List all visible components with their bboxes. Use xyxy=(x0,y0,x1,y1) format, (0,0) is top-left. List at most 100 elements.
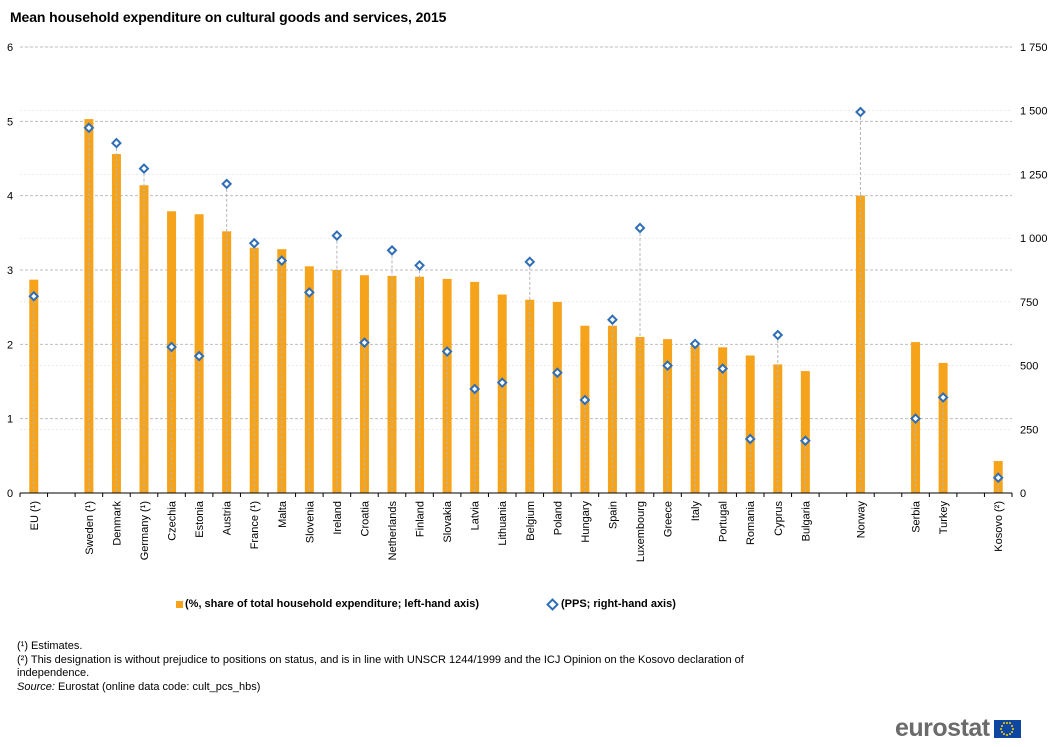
left-tick-label: 1 xyxy=(7,414,13,426)
diamond-point xyxy=(551,367,563,379)
legend-diamond-swatch xyxy=(546,597,559,611)
diamond-point xyxy=(772,329,784,341)
right-tick-label: 0 xyxy=(1020,488,1026,500)
diamond-point xyxy=(689,338,701,350)
diamond-point xyxy=(303,287,315,298)
diamond-point xyxy=(221,178,233,190)
category-label: Slovakia xyxy=(442,500,454,542)
right-tick-label: 1 250 xyxy=(1020,169,1048,181)
flag-star-icon xyxy=(1006,721,1009,724)
diamond-point xyxy=(441,346,453,357)
footnotes: (¹) Estimates. (²) This designation is w… xyxy=(17,640,817,694)
diamond-point xyxy=(634,222,646,234)
flag-star-icon xyxy=(1003,722,1006,725)
category-label: Germany (¹) xyxy=(139,501,151,560)
category-label: Turkey xyxy=(938,501,950,535)
diamond-point xyxy=(386,244,398,256)
diamond-point xyxy=(607,314,618,326)
category-label: Portugal xyxy=(718,501,730,542)
diamond-point xyxy=(276,255,288,266)
source-text: Eurostat (online data code: cult_pcs_hbs… xyxy=(54,680,261,693)
diamond-point xyxy=(744,433,756,445)
legend-item-bars: (%, share of total household expenditure… xyxy=(176,598,479,610)
category-label: Malta xyxy=(277,500,289,528)
diamond-point xyxy=(28,290,40,302)
category-label: Slovenia xyxy=(304,500,316,543)
bar-series xyxy=(29,119,1003,494)
flag-star-icon xyxy=(1000,724,1003,727)
diamond-point xyxy=(248,237,260,249)
diamond-point xyxy=(992,472,1004,484)
category-label: Denmark xyxy=(111,501,123,546)
right-axis-ticks: 0 250 500 750 1 000 1 250 1 500 1 750 xyxy=(1020,42,1048,500)
diamond-point xyxy=(414,259,425,271)
chart-title: Mean household expenditure on cultural g… xyxy=(10,9,447,25)
bar xyxy=(222,231,232,493)
diamond-series xyxy=(28,106,1004,484)
category-label: Hungary xyxy=(580,501,592,543)
diamond-point xyxy=(910,413,921,424)
category-label: Estonia xyxy=(194,500,206,538)
diamond-point xyxy=(579,394,591,406)
flag-star-icon xyxy=(1009,722,1012,725)
legend-diamond-label: (PPS; right-hand axis) xyxy=(561,598,676,610)
eu-flag-icon xyxy=(993,719,1021,738)
category-label: EU (¹) xyxy=(29,501,41,530)
category-label: Italy xyxy=(690,501,702,522)
category-label: France (¹) xyxy=(249,501,261,549)
bar xyxy=(800,371,810,493)
footnote-estimates: (¹) Estimates. xyxy=(17,640,83,652)
diamond-point xyxy=(855,106,866,118)
flag-star-icon xyxy=(1012,727,1015,730)
flag-star-icon xyxy=(1011,730,1014,733)
flag-star-icon xyxy=(1006,733,1009,736)
bar xyxy=(773,364,783,493)
left-axis-ticks: 0 1 2 3 4 5 6 xyxy=(7,42,13,500)
category-label: Lithuania xyxy=(497,500,509,546)
bar xyxy=(580,325,590,493)
footnote-kosovo: (²) This designation is without prejudic… xyxy=(17,653,744,680)
drop-lines xyxy=(33,111,999,493)
diamond-point xyxy=(166,341,177,353)
category-label: Cyprus xyxy=(773,501,785,536)
left-tick-label: 6 xyxy=(7,42,13,54)
category-label: Netherlands xyxy=(387,501,399,561)
eurostat-logo: eurostat xyxy=(895,714,1021,743)
flag-star-icon xyxy=(1000,730,1003,733)
bar xyxy=(525,299,535,493)
left-tick-label: 4 xyxy=(7,191,13,203)
category-label: Romania xyxy=(745,500,757,545)
right-tick-label: 1 500 xyxy=(1020,106,1048,118)
category-label: Sweden (¹) xyxy=(84,501,96,555)
bar xyxy=(442,278,452,493)
source-prefix: Source: xyxy=(17,680,55,693)
right-tick-label: 1 000 xyxy=(1020,233,1048,245)
bar xyxy=(607,325,617,493)
legend-item-diamonds: (PPS; right-hand axis) xyxy=(546,597,676,611)
category-label: Bulgaria xyxy=(800,500,812,541)
diamond-point xyxy=(359,337,370,349)
diamond-point xyxy=(193,350,205,362)
category-label: Czechia xyxy=(167,500,179,541)
category-label: Croatia xyxy=(359,500,371,536)
category-label: Latvia xyxy=(470,500,482,530)
diamond-point xyxy=(496,377,508,389)
category-label: Serbia xyxy=(911,500,923,533)
category-label: Finland xyxy=(415,501,427,537)
legend-bar-swatch xyxy=(176,600,183,608)
category-label: Poland xyxy=(552,501,564,535)
logo-text: eurostat xyxy=(895,714,990,742)
flag-star-icon xyxy=(1000,727,1003,730)
right-tick-label: 500 xyxy=(1020,361,1038,373)
diamond-point xyxy=(937,392,949,403)
category-labels: EU (¹) Sweden (¹) Denmark Germany (¹) Czechi… xyxy=(29,500,1005,562)
category-label: Luxembourg xyxy=(635,501,647,562)
bar xyxy=(84,119,94,493)
diamond-point xyxy=(83,122,95,134)
category-label: Belgium xyxy=(525,501,537,541)
diamond-point xyxy=(111,137,122,149)
category-label: Kosovo (²) xyxy=(993,501,1005,552)
bar xyxy=(387,275,397,493)
diamond-point xyxy=(138,163,150,174)
diamond-point xyxy=(717,363,729,375)
